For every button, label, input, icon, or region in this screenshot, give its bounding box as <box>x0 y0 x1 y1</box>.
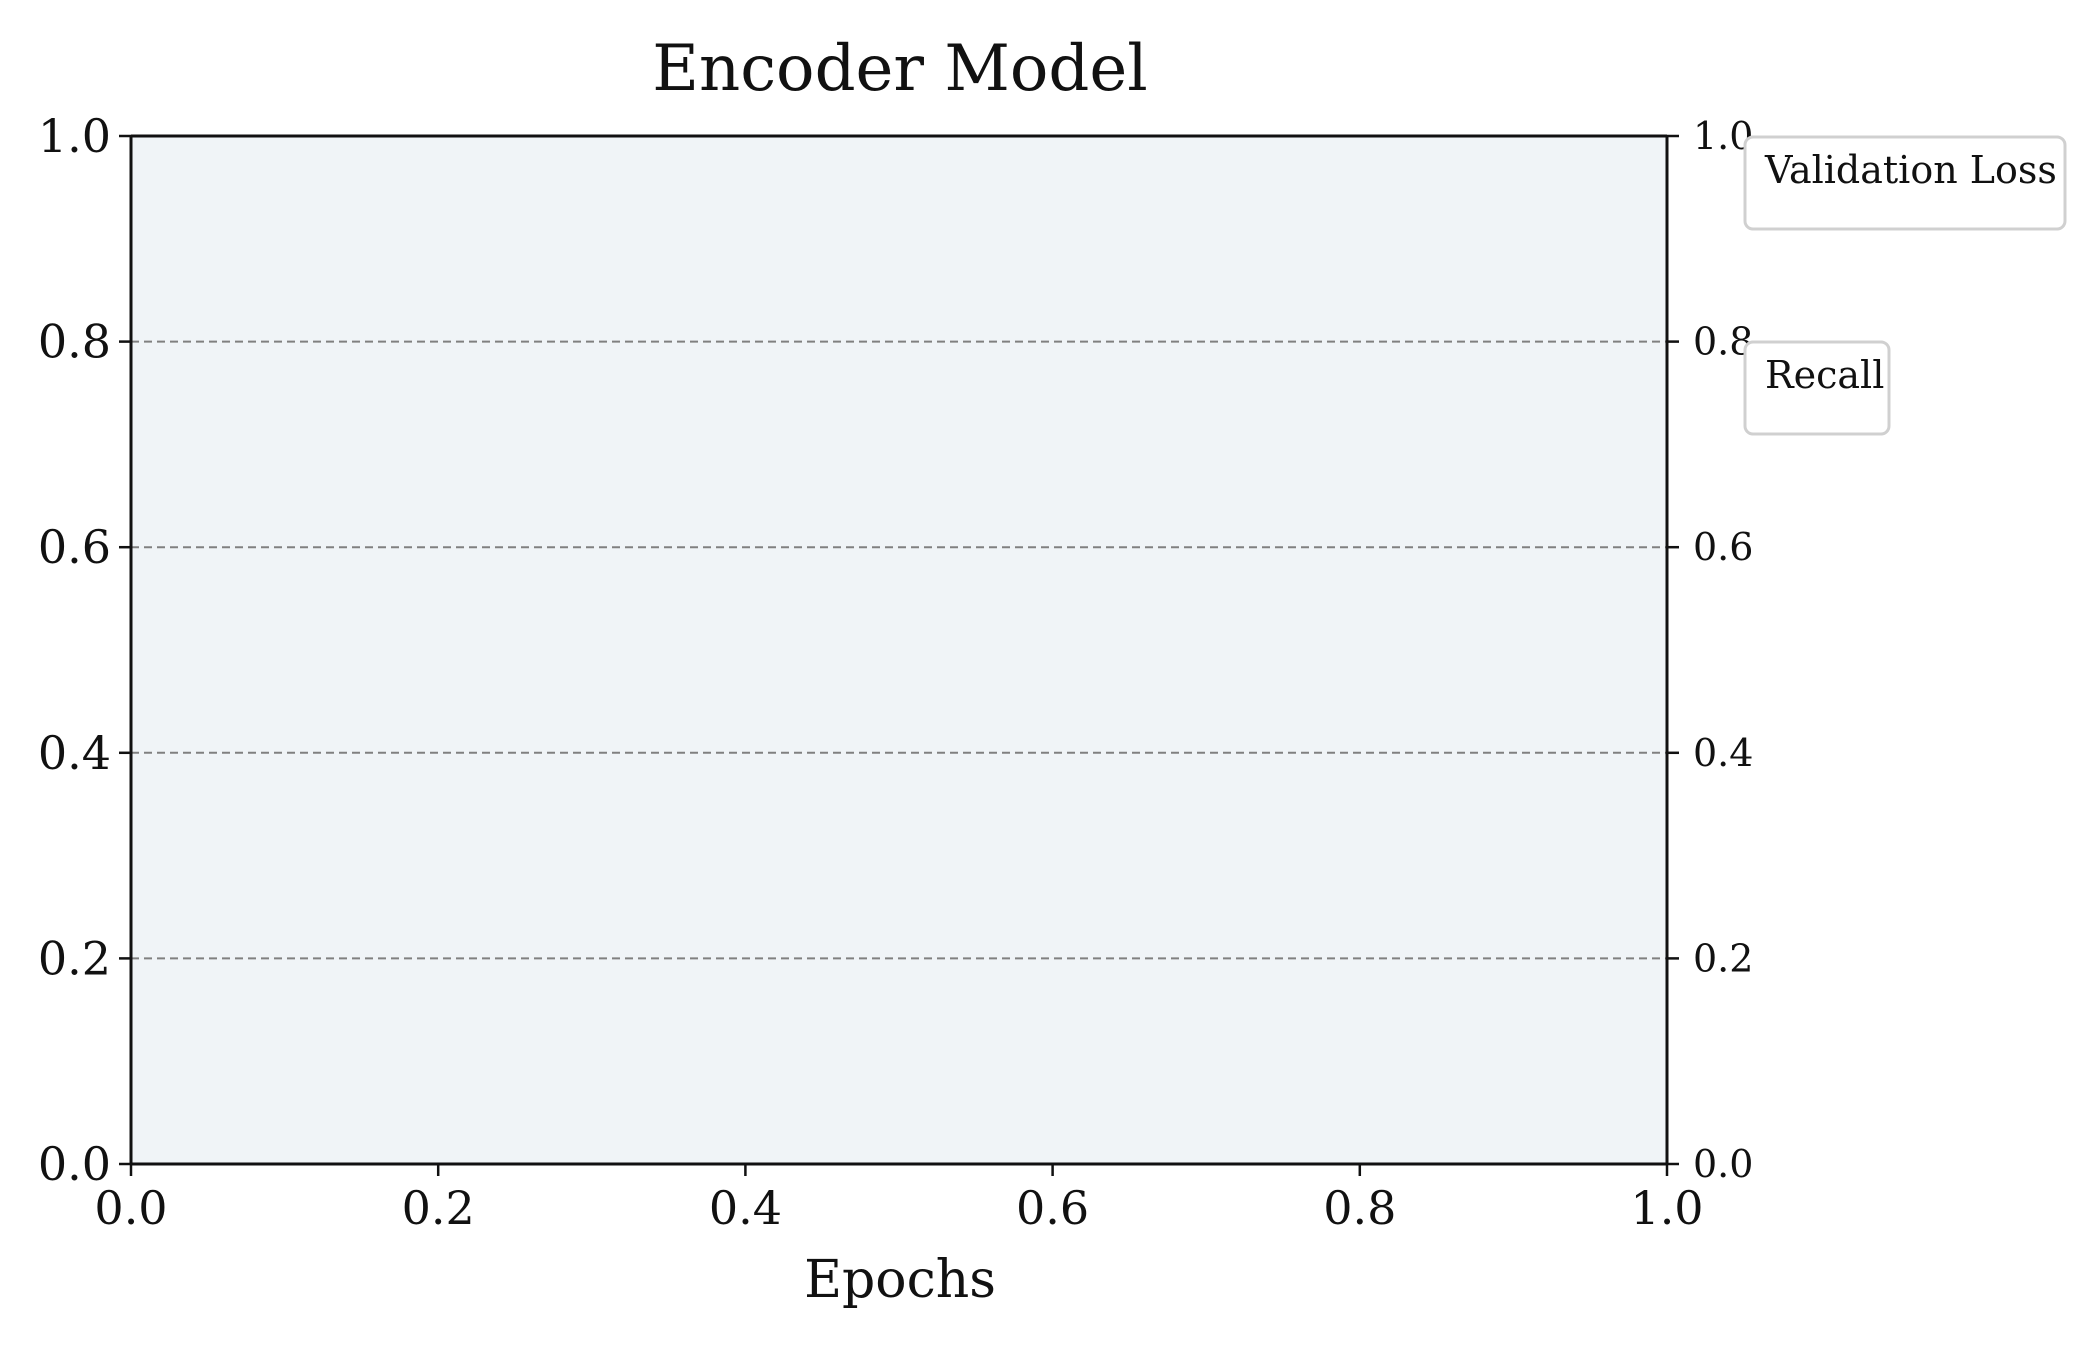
right-y-tick-label: 0.6 <box>1693 525 1753 569</box>
legend-label: Recall <box>1765 353 1884 397</box>
legends: Validation Loss Recall <box>1743 135 2067 436</box>
legend-recall: Recall <box>1743 340 1891 436</box>
grid-lines <box>131 340 1667 960</box>
left-y-tick-label: 0.6 <box>38 520 111 574</box>
chart-title: Encoder Model <box>652 32 1147 106</box>
axes <box>129 134 1669 1166</box>
x-tick-label: 0.0 <box>94 1181 167 1235</box>
right-y-tick-label: 0.8 <box>1693 320 1753 364</box>
right-y-axis-ticks: 0.0 0.2 0.4 0.6 0.8 1.0 <box>1667 114 1753 1186</box>
x-axis-ticks: 0.0 0.2 0.4 0.6 0.8 1.0 <box>94 1164 1704 1235</box>
right-y-tick-label: 0.2 <box>1693 936 1753 980</box>
x-tick-label: 0.4 <box>709 1181 782 1235</box>
right-y-tick-label: 1.0 <box>1693 114 1753 158</box>
legend-validation-loss: Validation Loss <box>1743 135 2067 231</box>
left-y-tick-label: 1.0 <box>38 109 111 163</box>
x-tick-label: 1.0 <box>1630 1181 1703 1235</box>
legend-box <box>1743 135 2067 231</box>
right-y-tick-label: 0.0 <box>1693 1142 1753 1186</box>
left-y-axis-ticks: 0.0 0.2 0.4 0.6 0.8 1.0 <box>38 109 131 1191</box>
x-tick-label: 0.8 <box>1323 1181 1396 1235</box>
left-y-tick-label: 0.0 <box>38 1137 111 1191</box>
plot-area <box>131 136 1667 1164</box>
left-y-tick-label: 0.4 <box>38 726 111 780</box>
x-axis-label: Epochs <box>804 1250 996 1310</box>
right-y-tick-label: 0.4 <box>1693 731 1753 775</box>
legend-label: Validation Loss <box>1764 148 2057 192</box>
x-tick-label: 0.2 <box>402 1181 475 1235</box>
legend-box <box>1743 340 1891 436</box>
x-tick-label: 0.6 <box>1016 1181 1089 1235</box>
left-y-tick-label: 0.8 <box>38 315 111 369</box>
left-y-tick-label: 0.2 <box>38 931 111 985</box>
